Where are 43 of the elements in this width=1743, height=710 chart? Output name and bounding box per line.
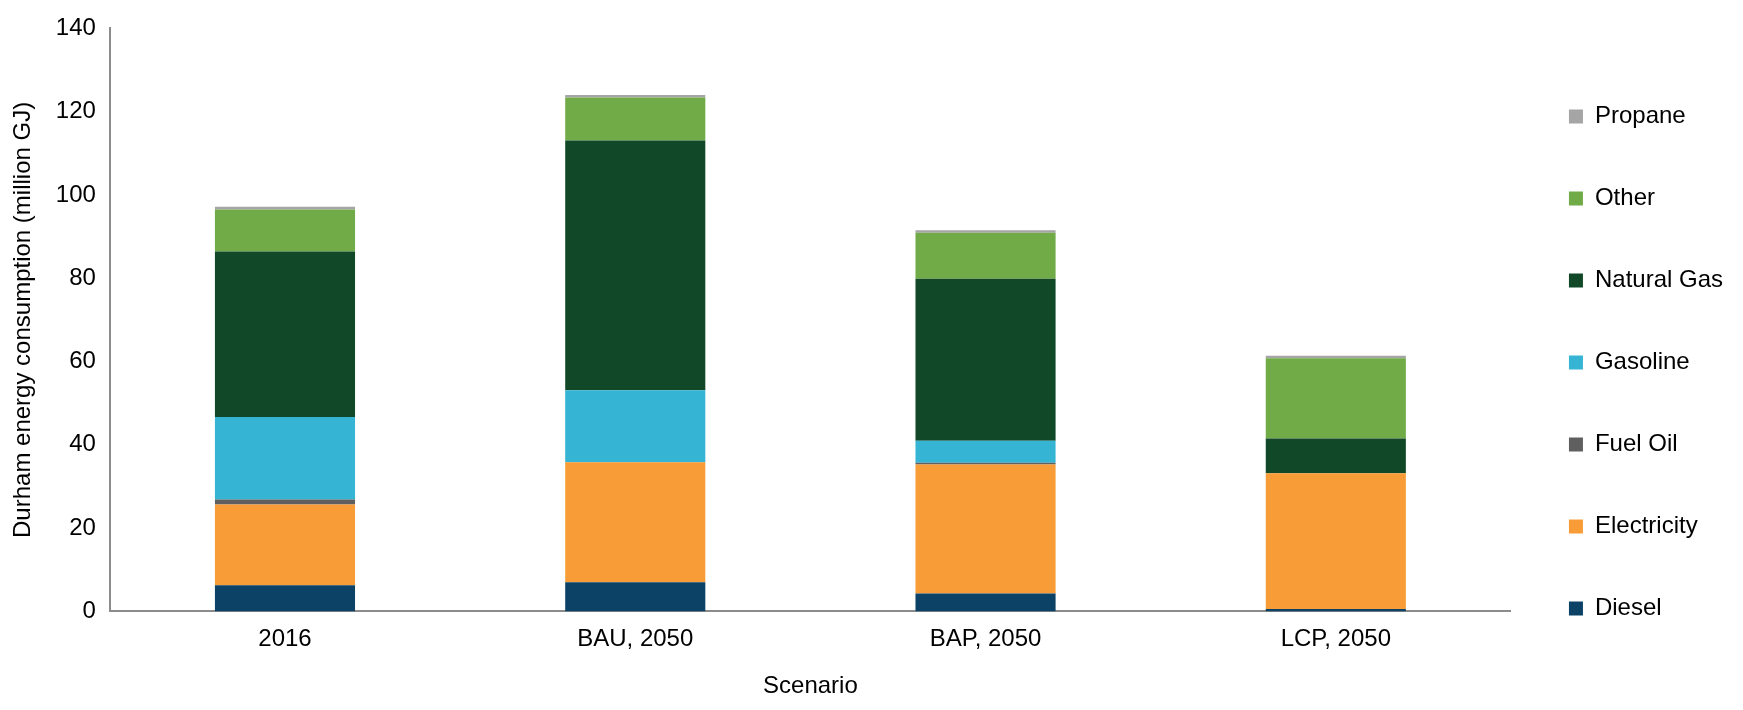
- legend-label: Gasoline: [1594, 347, 1690, 375]
- bar: [565, 140, 706, 391]
- bar: [214, 504, 356, 586]
- legend-label: Fuel Oil: [1594, 429, 1678, 457]
- bar: [214, 209, 356, 252]
- bar: [565, 582, 706, 612]
- bar: [915, 278, 1056, 441]
- bar: [565, 97, 706, 141]
- bar: [565, 390, 706, 463]
- bar: [214, 585, 356, 612]
- y-tick-label: 80: [69, 262, 96, 290]
- bar: [565, 462, 706, 583]
- bar: [1265, 473, 1406, 609]
- bar: [915, 593, 1056, 612]
- legend-label: Other: [1594, 183, 1655, 211]
- y-tick-label: 60: [69, 346, 96, 374]
- x-tick-label: LCP, 2050: [1280, 624, 1391, 652]
- bar: [214, 416, 356, 500]
- y-tick-label: 100: [55, 179, 96, 207]
- x-axis-title: Scenario: [763, 671, 858, 699]
- legend-label: Natural Gas: [1594, 265, 1724, 293]
- bar: [915, 464, 1056, 594]
- x-tick-label: BAU, 2050: [577, 624, 694, 652]
- bar: [1265, 358, 1406, 439]
- bar: [1265, 438, 1406, 474]
- bar: [915, 230, 1056, 233]
- x-tick-label: BAP, 2050: [929, 624, 1042, 652]
- bar: [915, 232, 1056, 279]
- bar: [214, 206, 356, 210]
- bar: [214, 251, 356, 417]
- y-tick-label: 40: [69, 429, 96, 457]
- bar: [214, 499, 356, 505]
- y-tick-label: 0: [82, 596, 96, 624]
- bar: [915, 440, 1056, 463]
- y-axis-title: Durham energy consumption (million GJ): [8, 101, 36, 538]
- bar: [565, 95, 706, 98]
- y-tick-label: 20: [69, 512, 96, 540]
- legend-label: Diesel: [1594, 593, 1662, 621]
- legend-label: Electricity: [1594, 511, 1698, 539]
- y-tick-label: 140: [55, 13, 96, 41]
- y-tick-label: 120: [55, 96, 96, 124]
- x-tick-label: 2016: [258, 624, 312, 652]
- legend-label: Propane: [1594, 101, 1686, 129]
